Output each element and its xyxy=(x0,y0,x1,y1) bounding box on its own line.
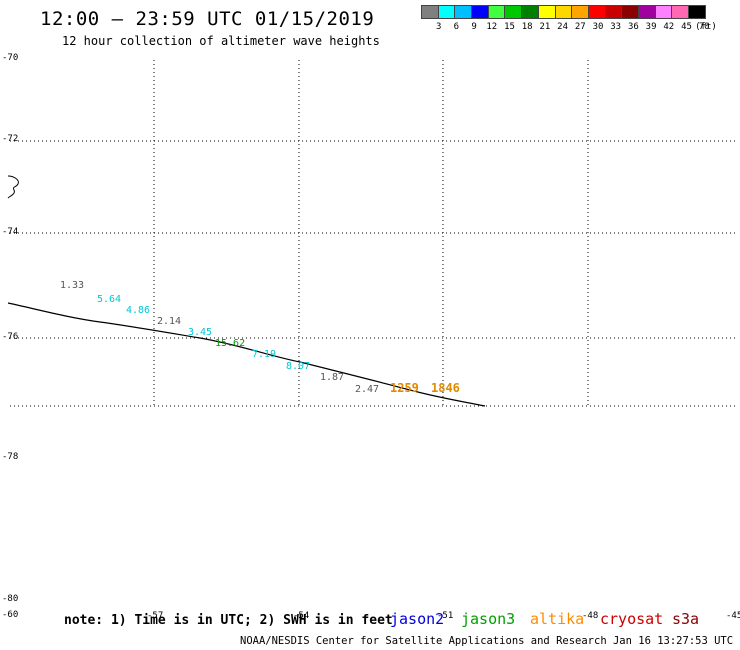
credit-line: NOAA/NESDIS Center for Satellite Applica… xyxy=(240,635,740,647)
wave-height-labels: 1.33 5.64 4.86 2.14 3.45 15.62 7.19 8.07… xyxy=(60,280,460,395)
lat-label: -76 xyxy=(2,332,18,342)
lat-label: -74 xyxy=(2,227,18,237)
color-scale-label: 39 xyxy=(645,22,657,32)
color-scale-label: 45 xyxy=(681,22,692,32)
lat-label: -60 xyxy=(2,610,18,620)
lat-labels: -70 -72 -74 -76 -78 -80 -60 xyxy=(2,53,18,620)
satellite-legend-jason2: jason2 xyxy=(390,610,445,628)
lat-label: -70 xyxy=(2,53,18,63)
lon-label: -51 xyxy=(437,611,453,621)
coastline xyxy=(7,175,19,199)
lat-label: -80 xyxy=(2,594,18,604)
color-scale-label: 27 xyxy=(574,22,586,32)
wave-height-label: 3.45 xyxy=(188,327,212,338)
color-scale-label: 9 xyxy=(471,22,477,32)
lon-labels: -57 -54 -51 -48 -45 xyxy=(147,611,740,621)
color-scale-label: 70 xyxy=(698,22,710,32)
map-title: 12:00 — 23:59 UTC 01/15/2019 xyxy=(40,8,375,30)
color-scale-label: 33 xyxy=(610,22,622,32)
wave-height-label: 1.33 xyxy=(60,280,84,291)
lon-label: -54 xyxy=(293,611,309,621)
wave-height-label: 1.87 xyxy=(320,372,344,383)
color-scale-label: 30 xyxy=(592,22,604,32)
wave-height-label: 1846 xyxy=(431,381,460,395)
graticule xyxy=(10,60,735,407)
wave-height-label: 15.62 xyxy=(215,338,245,349)
lon-label: -57 xyxy=(147,611,163,621)
satellite-legend-cryosat: cryosat xyxy=(600,610,664,628)
color-scale-label: 6 xyxy=(453,22,460,32)
color-scale-label: 21 xyxy=(539,22,551,32)
color-scale-label: 18 xyxy=(521,22,533,32)
lon-label: -48 xyxy=(582,611,598,621)
lon-label: -45 xyxy=(726,611,740,621)
color-scale-label: (ft) xyxy=(695,22,717,32)
wave-height-label: 7.19 xyxy=(252,349,276,360)
color-scale-label: 24 xyxy=(557,22,569,32)
color-scale-label: 15 xyxy=(504,22,515,32)
color-scale-label: 42 xyxy=(663,22,675,32)
wave-height-label: 2.47 xyxy=(355,384,379,395)
color-scale-labels: 3 6 9 12 15 18 21 24 27 30 33 36 39 42 45 70 (ft) xyxy=(421,22,740,34)
color-scale-label: 3 xyxy=(435,22,442,32)
color-swatch xyxy=(688,5,706,19)
lat-label: -78 xyxy=(2,452,18,462)
wave-height-label: 5.64 xyxy=(97,294,121,305)
wave-height-label: 4.86 xyxy=(126,305,150,316)
wave-height-label: 8.07 xyxy=(286,361,310,372)
map-subtitle: 12 hour collection of altimeter wave hei… xyxy=(62,34,380,48)
wave-height-label: 1259 xyxy=(390,381,419,395)
color-scale-bar xyxy=(421,5,706,19)
satellite-legend-jason3: jason3 xyxy=(461,610,516,628)
units-note: note: 1) Time is in UTC; 2) SWH is in fe… xyxy=(64,613,393,628)
lat-label: -72 xyxy=(2,134,18,144)
wave-height-label: 2.14 xyxy=(157,316,181,327)
color-scale-label: 12 xyxy=(486,22,498,32)
satellite-track xyxy=(7,302,486,407)
satellite-legend-altika: altika xyxy=(530,610,585,628)
color-scale-label: 36 xyxy=(627,22,639,32)
satellite-legend-s3a: s3a xyxy=(672,610,700,628)
